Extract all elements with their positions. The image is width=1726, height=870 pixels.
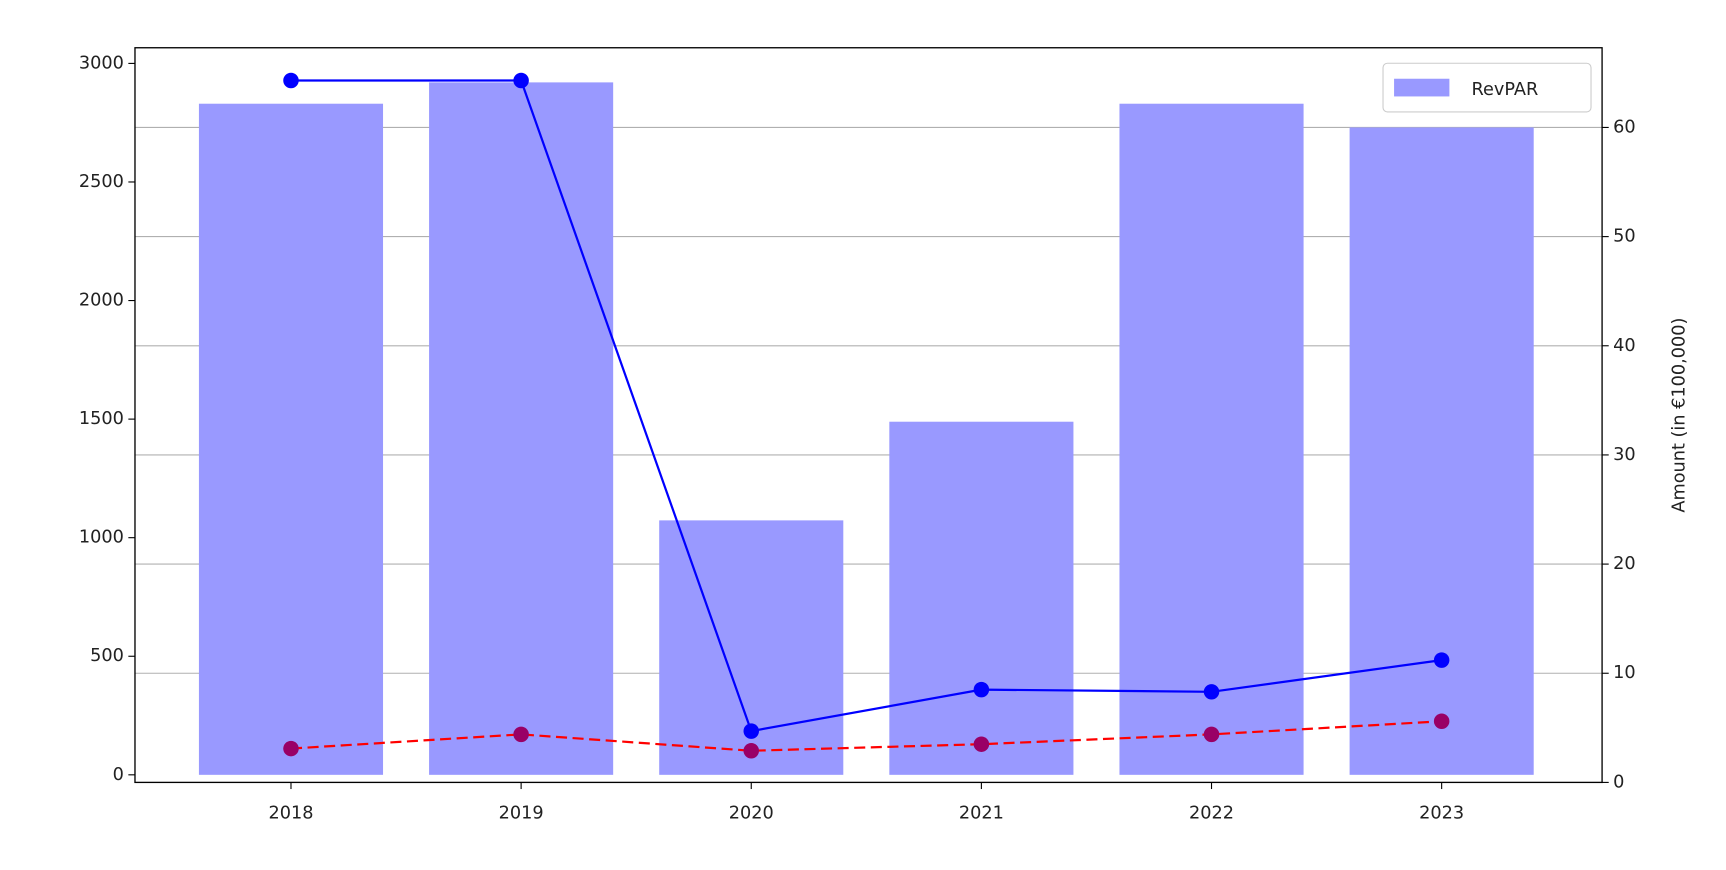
y-tick-label: 0 [113, 765, 124, 785]
line-marker [1433, 713, 1450, 730]
line-marker [973, 681, 990, 698]
line-marker [513, 72, 529, 89]
y-tick-label: 1000 [79, 528, 124, 548]
lines [283, 72, 1450, 759]
bar [429, 82, 614, 775]
line-marker [283, 72, 299, 89]
line-marker [1203, 726, 1220, 743]
bar [198, 103, 384, 775]
line-marker [513, 726, 529, 743]
legend-box [1382, 62, 1592, 113]
line-marker [1203, 684, 1220, 700]
y2-tick-label: 10 [1613, 663, 1636, 683]
x-tick-label: 2021 [959, 803, 1004, 823]
legend-swatch [1394, 78, 1450, 97]
line-marker [743, 743, 759, 759]
x-tick-label: 2020 [729, 803, 774, 823]
y2-tick-label: 0 [1613, 772, 1624, 792]
x-tick-label: 2019 [499, 803, 544, 823]
bar [1349, 127, 1534, 775]
y-tick-label: 2000 [79, 291, 124, 311]
line [290, 79, 1442, 733]
y2-tick-label: 60 [1613, 117, 1636, 137]
x-tick-label: 2018 [268, 803, 313, 823]
legend-label: RevPAR [1472, 80, 1539, 100]
x-tick-label: 2023 [1419, 803, 1464, 823]
line-marker [973, 736, 990, 752]
x-tick-label: 2022 [1189, 803, 1234, 823]
plot-frame [134, 47, 1603, 784]
line-marker [283, 740, 299, 757]
y-tick-label: 500 [90, 646, 124, 666]
y2-tick-label: 40 [1613, 336, 1636, 356]
y-tick-label: 3000 [79, 53, 124, 73]
line-marker [743, 723, 759, 739]
bar [889, 421, 1074, 775]
bars [198, 82, 1534, 775]
line-marker [1433, 652, 1450, 668]
y2-tick-label: 30 [1613, 445, 1636, 465]
y2-tick-label: 50 [1613, 227, 1636, 247]
line [290, 720, 1442, 752]
y-tick-label: 1500 [79, 409, 124, 429]
y-tick-label: 2500 [79, 172, 124, 192]
y2-axis-label: Amount (in €100,000) [1670, 318, 1690, 513]
bar [1119, 103, 1304, 775]
y2-tick-label: 20 [1613, 554, 1636, 574]
